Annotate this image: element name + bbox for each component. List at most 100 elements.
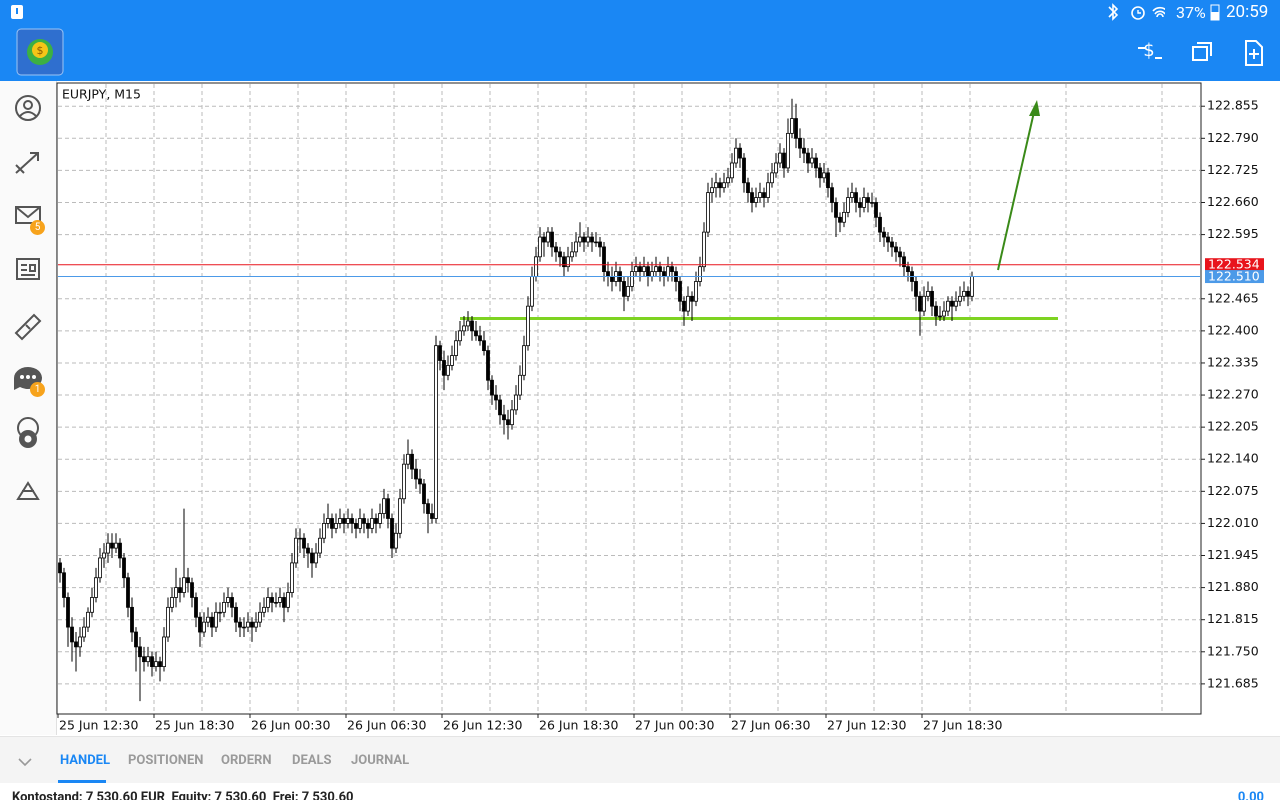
candle-body bbox=[294, 537, 298, 564]
candle-body bbox=[118, 542, 122, 559]
candle-body bbox=[526, 305, 530, 347]
candle-body bbox=[278, 597, 282, 603]
candle-body bbox=[354, 523, 358, 529]
candle-body bbox=[466, 320, 470, 327]
candle-body bbox=[522, 345, 526, 376]
candle-body bbox=[486, 350, 490, 381]
bottom-tabs: HANDEL POSITIONEN ORDERN DEALS JOURNAL bbox=[0, 736, 1280, 783]
candle-body bbox=[342, 518, 346, 524]
candle-body bbox=[962, 290, 966, 297]
price-tag bbox=[1205, 258, 1264, 272]
candle-body bbox=[454, 340, 458, 356]
candle-body bbox=[66, 597, 70, 628]
candle-body bbox=[706, 192, 710, 233]
candle-body bbox=[470, 320, 474, 332]
tab[interactable]: POSITIONEN bbox=[128, 753, 204, 768]
candle-body bbox=[926, 290, 930, 297]
candle-body bbox=[234, 606, 238, 623]
candle-body bbox=[638, 266, 642, 273]
toolbar-actions[interactable]: $ bbox=[1135, 38, 1275, 68]
candle-body bbox=[826, 172, 830, 189]
y-tick-label: 122.270 bbox=[1207, 387, 1259, 402]
y-tick-label: 122.855 bbox=[1207, 98, 1259, 113]
candle-body bbox=[594, 241, 598, 244]
candle-body bbox=[222, 602, 226, 613]
candle-body bbox=[934, 305, 938, 317]
candle-body bbox=[658, 266, 662, 273]
candle-body bbox=[126, 577, 130, 608]
candle-body bbox=[794, 118, 798, 139]
candle-body bbox=[654, 266, 658, 273]
candle-body bbox=[818, 167, 822, 179]
candle-body bbox=[326, 518, 330, 524]
candle-body bbox=[414, 468, 418, 480]
x-tick-label: 27 Jun 06:30 bbox=[731, 718, 810, 733]
candle-body bbox=[310, 552, 314, 564]
chart-title: EURJPY, M15 bbox=[62, 87, 141, 102]
sidebar-icons[interactable] bbox=[0, 81, 56, 521]
chat-badge: 1 bbox=[30, 382, 45, 397]
tab[interactable]: HANDEL bbox=[60, 753, 110, 768]
candle-body bbox=[918, 295, 922, 312]
x-tick-label: 26 Jun 00:30 bbox=[251, 718, 330, 733]
candle-body bbox=[426, 503, 430, 514]
candle-body bbox=[394, 532, 398, 549]
candle-body bbox=[206, 616, 210, 623]
candle-body bbox=[262, 606, 266, 613]
x-tick-label: 26 Jun 06:30 bbox=[347, 718, 426, 733]
candle-body bbox=[446, 365, 450, 376]
candle-body bbox=[802, 147, 806, 154]
app-bar: $ $ bbox=[0, 24, 1280, 81]
y-tick-label: 122.140 bbox=[1207, 451, 1259, 466]
y-tick-label: 122.595 bbox=[1207, 226, 1259, 241]
app-logo[interactable]: $ bbox=[16, 28, 64, 76]
candle-body bbox=[334, 523, 338, 529]
candle-body bbox=[766, 182, 770, 198]
candle-body bbox=[434, 345, 438, 519]
candle-body bbox=[646, 266, 650, 277]
candle-body bbox=[738, 147, 742, 159]
candle-body bbox=[350, 518, 354, 524]
candle-body bbox=[710, 187, 714, 194]
candle-body bbox=[754, 197, 758, 203]
candle-body bbox=[890, 241, 894, 248]
candle-body bbox=[642, 266, 646, 273]
candle-body bbox=[862, 197, 866, 208]
y-tick-label: 122.465 bbox=[1207, 290, 1259, 305]
candle-body bbox=[202, 621, 206, 633]
candle-body bbox=[182, 577, 186, 593]
tab[interactable]: ORDERN bbox=[221, 753, 272, 768]
tab[interactable]: JOURNAL bbox=[351, 753, 410, 768]
candle-body bbox=[462, 325, 466, 332]
candle-body bbox=[518, 374, 522, 396]
candle-body bbox=[858, 202, 862, 208]
candle-body bbox=[810, 157, 814, 164]
candle-body bbox=[682, 300, 686, 312]
candle-body bbox=[186, 577, 190, 584]
candle-body bbox=[914, 281, 918, 297]
candle-body bbox=[82, 626, 86, 638]
collapse-icon[interactable] bbox=[17, 757, 33, 767]
svg-text:$: $ bbox=[37, 44, 44, 57]
candle-body bbox=[490, 379, 494, 396]
candle-body bbox=[894, 246, 898, 253]
candle-body bbox=[498, 399, 502, 416]
candle-body bbox=[606, 271, 610, 277]
candle-body bbox=[430, 513, 434, 519]
candle-body bbox=[822, 172, 826, 179]
price-tag bbox=[1205, 270, 1264, 284]
candle-body bbox=[86, 611, 90, 628]
candle-body bbox=[554, 246, 558, 253]
y-tick-label: 122.400 bbox=[1207, 322, 1259, 337]
candle-body bbox=[578, 236, 582, 243]
status-icons bbox=[1108, 3, 1165, 21]
tab[interactable]: DEALS bbox=[292, 753, 332, 768]
candle-body bbox=[246, 621, 250, 628]
candle-body bbox=[950, 300, 954, 307]
candle-body bbox=[162, 636, 166, 668]
candle-body bbox=[386, 498, 390, 519]
candle-body bbox=[314, 552, 318, 564]
candle-body bbox=[902, 256, 906, 268]
candle-body bbox=[358, 518, 362, 529]
candle-body bbox=[374, 518, 378, 524]
